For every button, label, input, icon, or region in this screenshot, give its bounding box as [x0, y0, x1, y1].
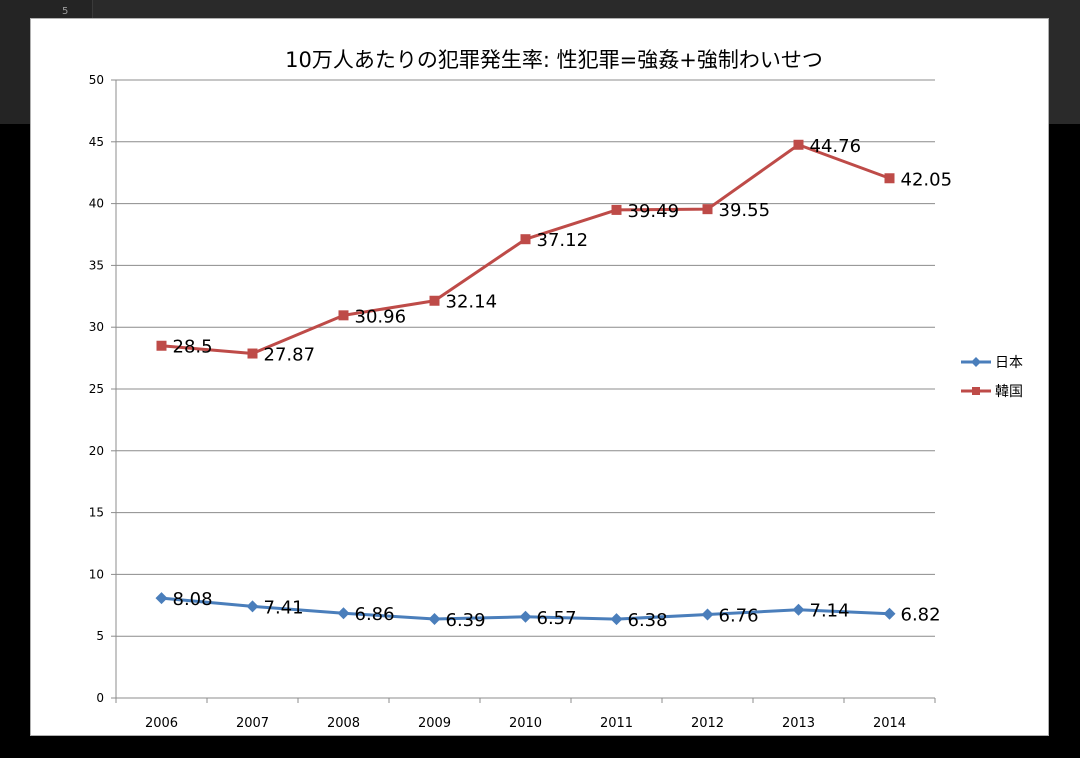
y-tick-label: 20 — [89, 444, 104, 458]
data-point-marker — [338, 310, 349, 321]
data-point-marker — [883, 607, 896, 620]
y-tick-label: 30 — [89, 320, 104, 334]
data-label: 39.55 — [719, 200, 771, 221]
x-tick-label: 2011 — [600, 716, 633, 731]
legend-marker — [971, 357, 981, 367]
axes: 0 5 10 15 20 25 30 35 40 45 50 2006 2007 2008 2009 2010… — [89, 73, 936, 731]
chart-title: 10万人あたりの犯罪発生率: 性犯罪=強姦+強制わいせつ — [285, 48, 823, 72]
legend-label: 韓国 — [995, 384, 1023, 400]
x-tick-label: 2006 — [145, 716, 178, 731]
x-tick-label: 2007 — [236, 716, 269, 731]
series-japan: 8.08 7.41 6.86 6.39 6.57 6.38 6.76 7.14 6.82 — [155, 589, 941, 631]
data-point-marker — [610, 613, 623, 626]
x-tick-label: 2009 — [418, 716, 451, 731]
legend-label: 日本 — [995, 355, 1023, 371]
data-point-marker — [429, 295, 440, 306]
data-point-marker — [702, 204, 713, 215]
chart-area[interactable]: 10万人あたりの犯罪発生率: 性犯罪=強姦+強制わいせつ 0 5 10 15 20 25 3… — [30, 18, 1049, 736]
data-label: 42.05 — [901, 169, 953, 190]
data-point-marker — [246, 600, 259, 613]
data-label: 30.96 — [355, 306, 407, 327]
y-tick-label: 5 — [96, 629, 104, 643]
data-point-marker — [155, 592, 168, 605]
data-label: 7.14 — [810, 601, 850, 622]
y-tick-label: 15 — [89, 506, 104, 520]
data-label: 37.12 — [537, 230, 589, 251]
data-point-marker — [337, 607, 350, 620]
gridlines — [116, 79, 935, 637]
y-tick-label: 40 — [89, 197, 104, 211]
data-point-marker — [428, 613, 441, 626]
data-label: 6.82 — [901, 605, 941, 626]
x-tick-label: 2012 — [691, 716, 724, 731]
y-tick-label: 0 — [96, 691, 104, 705]
x-tick-label: 2010 — [509, 716, 542, 731]
y-tick-label: 45 — [89, 135, 104, 149]
y-tick-label: 35 — [89, 258, 104, 272]
x-tick-label: 2008 — [327, 716, 360, 731]
y-tick-label: 50 — [89, 73, 104, 87]
data-point-marker — [247, 348, 258, 359]
data-label: 28.5 — [173, 337, 213, 358]
legend-marker — [972, 387, 980, 395]
data-label: 39.49 — [628, 201, 680, 222]
x-tick-label: 2014 — [873, 716, 906, 731]
series-line — [161, 143, 891, 356]
data-label: 6.38 — [628, 610, 668, 631]
data-point-marker — [519, 610, 532, 623]
data-point-marker — [884, 173, 895, 184]
data-label: 27.87 — [264, 345, 316, 366]
data-point-marker — [156, 340, 167, 351]
data-point-marker — [793, 139, 804, 150]
y-tick-label: 25 — [89, 382, 104, 396]
series-korea: 28.5 27.87 30.96 32.14 37.12 39.49 39.55 44.76 4… — [156, 136, 953, 366]
data-label: 8.08 — [173, 589, 213, 610]
row-number: 5 — [62, 6, 69, 17]
data-label: 44.76 — [810, 136, 862, 157]
data-point-marker — [792, 603, 805, 616]
data-label: 32.14 — [446, 292, 498, 313]
data-point-marker — [611, 204, 622, 215]
x-tick-label: 2013 — [782, 716, 815, 731]
legend-item[interactable]: 韓国 — [961, 384, 1023, 400]
data-label: 6.57 — [537, 608, 577, 629]
data-point-marker — [701, 608, 714, 621]
data-point-marker — [520, 234, 531, 245]
y-tick-label: 10 — [89, 567, 104, 581]
data-label: 7.41 — [264, 597, 304, 618]
legend-item[interactable]: 日本 — [961, 355, 1023, 371]
data-label: 6.86 — [355, 604, 395, 625]
line-chart: 10万人あたりの犯罪発生率: 性犯罪=強姦+強制わいせつ 0 5 10 15 20 25 3… — [89, 48, 1023, 731]
data-label: 6.76 — [719, 605, 759, 626]
data-label: 6.39 — [446, 610, 486, 631]
plot-series: 8.08 7.41 6.86 6.39 6.57 6.38 6.76 7.14 6.82 28.5… — [155, 136, 953, 631]
